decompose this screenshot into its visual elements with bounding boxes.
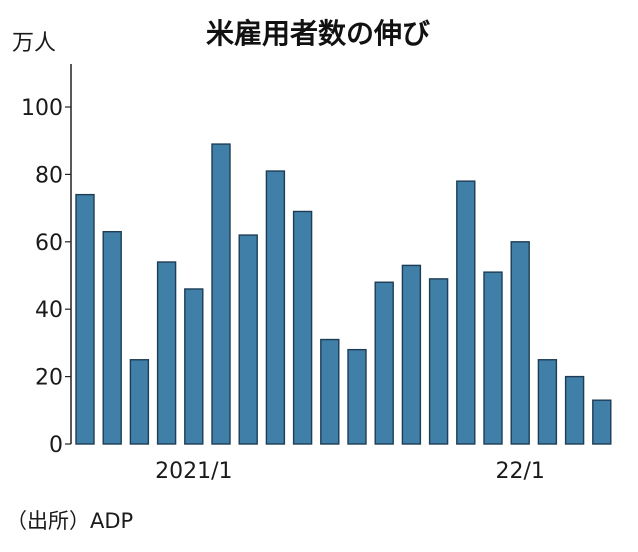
- bar: [292, 210, 313, 445]
- bar: [320, 338, 340, 445]
- bar: [265, 170, 286, 445]
- bars: [75, 143, 612, 445]
- bar: [401, 264, 422, 445]
- y-axis-unit-label: 万人: [12, 31, 56, 56]
- y-tick-label: 60: [35, 231, 63, 256]
- bar: [456, 180, 476, 445]
- bar: [75, 193, 95, 445]
- y-tick-label: 100: [21, 96, 63, 121]
- bar: [238, 234, 258, 445]
- x-tick-label: 22/1: [495, 459, 544, 484]
- bar: [129, 359, 150, 445]
- y-tick-label: 40: [35, 298, 63, 323]
- bar: [428, 278, 449, 445]
- y-tick-label: 0: [49, 433, 63, 458]
- chart-title: 米雇用者数の伸び: [206, 17, 430, 50]
- y-tick-label: 80: [35, 163, 63, 188]
- y-axis-ticks: 0 20 40 60 80 100: [21, 96, 71, 458]
- bar: [510, 241, 530, 445]
- bar: [347, 348, 367, 445]
- bar: [374, 281, 394, 445]
- bar: [102, 230, 122, 445]
- bar: [483, 271, 503, 445]
- bar: [211, 143, 231, 445]
- bar: [156, 261, 177, 445]
- bar: [592, 399, 612, 445]
- bar: [537, 359, 558, 445]
- source-note: （出所）ADP: [6, 509, 133, 533]
- bar: [184, 288, 204, 445]
- x-axis-ticks: 2021/1 22/1: [155, 459, 545, 484]
- bar: [564, 375, 585, 445]
- y-tick-label: 20: [35, 366, 63, 391]
- x-tick-label: 2021/1: [155, 459, 232, 484]
